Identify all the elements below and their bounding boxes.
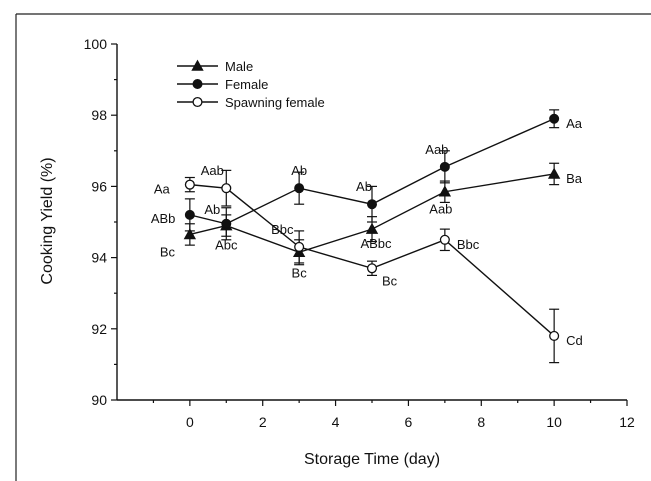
series-male: Bc Abc Bc ABbc Aab Ba [160, 162, 583, 280]
data-point [184, 209, 195, 220]
y-tick-label: 98 [91, 107, 107, 123]
y-tick-label: 100 [84, 36, 108, 52]
point-label: Bbc [271, 222, 294, 237]
x-tick-label: 8 [477, 414, 485, 430]
data-point [221, 183, 232, 194]
x-axis-title: Storage Time (day) [304, 451, 440, 468]
series-line [189, 173, 555, 253]
data-point [366, 199, 377, 210]
x-tick-label: 12 [619, 414, 635, 430]
y-axis-title: Cooking Yield (%) [39, 157, 56, 284]
data-point [365, 222, 379, 234]
data-point [366, 263, 378, 274]
series-line [189, 118, 555, 225]
series-female: ABb Ab Ab Ab Aab Aa [151, 109, 583, 241]
data-point [294, 183, 305, 194]
data-point [547, 167, 561, 179]
y-tick-label: 94 [91, 250, 107, 266]
data-point [549, 330, 560, 341]
point-label: Aab [201, 163, 224, 178]
point-label: Aa [154, 182, 171, 197]
legend-item: Male [177, 59, 253, 74]
y-tick-label: 90 [91, 392, 107, 408]
data-point [439, 234, 450, 245]
legend-label: Female [225, 77, 268, 92]
legend-marker [192, 96, 203, 108]
data-point [549, 113, 560, 124]
point-label: Bc [382, 273, 398, 288]
legend-label: Male [225, 59, 253, 74]
data-point [221, 218, 232, 229]
series-line [189, 183, 555, 337]
x-tick-label: 0 [186, 414, 194, 430]
series-layer: Bc AbcBcABbcAabBaABbAbAbAbAabAaAaAabBbcBc… [151, 109, 583, 364]
point-label: Cd [566, 333, 583, 348]
point-label: ABbc [360, 236, 392, 251]
data-point [183, 228, 197, 240]
axes: 0 2 4 6 8 10 12 90 92 94 96 98 100 [15, 13, 651, 481]
point-label: Bc [160, 244, 176, 259]
data-point [439, 161, 450, 172]
point-label: Bbc [457, 237, 480, 252]
legend-label: Spawning female [225, 95, 325, 110]
point-label: Ab [204, 202, 220, 217]
point-label: Aa [566, 116, 583, 131]
x-tick-label: 2 [259, 414, 267, 430]
point-label: Ab [291, 163, 307, 178]
legend: Male Female Spawning female [177, 59, 325, 110]
data-point [184, 179, 195, 190]
legend-marker [192, 79, 203, 90]
y-tick-label: 96 [91, 178, 107, 194]
legend-item: Female [177, 77, 268, 92]
x-tick-label: 4 [332, 414, 340, 430]
point-label: Ba [566, 171, 583, 186]
y-tick-label: 92 [91, 321, 107, 337]
point-label: Bc [292, 265, 308, 280]
legend-item: Spawning female [177, 95, 325, 110]
point-label: Abc [215, 238, 238, 253]
x-tick-label: 10 [546, 414, 562, 430]
point-label: ABb [151, 211, 176, 226]
legend-marker [191, 59, 204, 71]
x-tick-label: 6 [405, 414, 413, 430]
point-label: Aab [429, 202, 452, 217]
point-label: Aab [425, 142, 448, 157]
data-point [438, 185, 452, 197]
data-point [294, 241, 305, 252]
series-spawning-female: Aa Aab Bbc Bc Bbc Cd [154, 163, 583, 364]
point-label: Ab [356, 179, 372, 194]
